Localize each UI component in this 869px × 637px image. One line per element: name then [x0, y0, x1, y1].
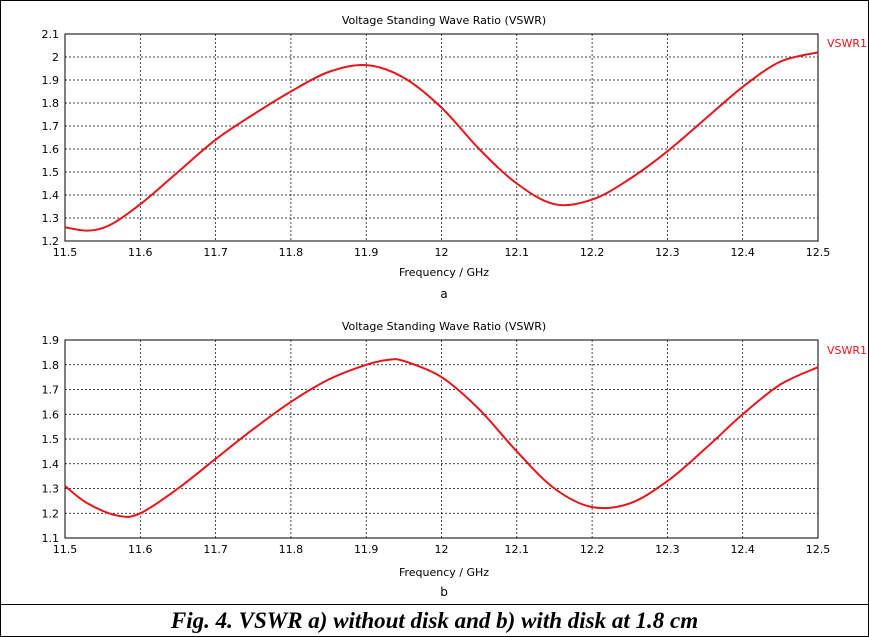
x-tick-label: 12.1: [505, 246, 530, 259]
x-axis-ticks-b: 11.5 11.6 11.7 11.8 11.9 12 12.1 12.2 12.3 12.4 12…: [53, 543, 831, 556]
x-tick-label: 11.5: [53, 543, 78, 556]
chart-title-b: Voltage Standing Wave Ratio (VSWR): [342, 320, 546, 333]
y-tick-label: 1.9: [42, 334, 60, 347]
x-tick-label: 12.5: [806, 246, 831, 259]
y-tick-label: 1.3: [42, 483, 60, 496]
x-tick-label: 11.8: [279, 246, 304, 259]
x-tick-label: 12.5: [806, 543, 831, 556]
chart-panel-a: Voltage Standing Wave Ratio (VSWR) 1.21.…: [42, 14, 868, 301]
plot-area-a: [64, 33, 819, 242]
x-tick-label: 11.5: [53, 246, 78, 259]
y-tick-label: 1.2: [42, 235, 60, 248]
figure-caption: Fig. 4. VSWR a) without disk and b) with…: [0, 604, 869, 637]
x-axis-label-a: Frequency / GHz: [399, 266, 489, 279]
legend-entry-a: VSWR1: [827, 37, 867, 50]
x-tick-label: 11.8: [279, 543, 304, 556]
x-axis-ticks-a: 11.5 11.6 11.7 11.8 11.9 12 12.1 12.2 12.3 12.4 12…: [53, 246, 831, 259]
plot-area-b: [64, 339, 819, 539]
y-tick-label: 1.4: [42, 189, 60, 202]
grid-a: [65, 34, 818, 241]
legend-entry-b: VSWR1: [827, 344, 867, 357]
x-tick-label: 11.7: [203, 246, 228, 259]
y-tick-label: 2.1: [42, 28, 60, 41]
y-tick-label: 1.5: [42, 433, 60, 446]
y-tick-label: 1.3: [42, 212, 60, 225]
panel-label-b: b: [440, 585, 448, 599]
y-tick-label: 1.7: [42, 120, 60, 133]
grid-b: [65, 340, 818, 538]
x-tick-label: 12.4: [730, 246, 755, 259]
y-axis-ticks-b: 1.1 1.2 1.3 1.4 1.5 1.6 1.7 1.8 1.9: [42, 334, 60, 545]
x-tick-label: 12.1: [505, 543, 530, 556]
y-tick-label: 1.1: [42, 532, 60, 545]
chart-panel-b: Voltage Standing Wave Ratio (VSWR) 1.11.…: [42, 320, 868, 599]
x-tick-label: 11.7: [203, 543, 228, 556]
x-tick-label: 11.6: [128, 543, 153, 556]
series-line-vswr1-a: [64, 51, 819, 232]
x-tick-label: 11.9: [354, 543, 379, 556]
y-tick-label: 1.2: [42, 507, 60, 520]
x-tick-label: 12: [435, 543, 449, 556]
x-tick-label: 11.6: [128, 246, 153, 259]
y-tick-label: 1.6: [42, 143, 60, 156]
x-tick-label: 12: [435, 246, 449, 259]
x-tick-label: 12.2: [580, 543, 605, 556]
x-tick-label: 12.3: [655, 246, 680, 259]
vswr-figure: Voltage Standing Wave Ratio (VSWR) 1.21.…: [42, 14, 868, 599]
panel-label-a: a: [440, 287, 447, 301]
x-tick-label: 12.2: [580, 246, 605, 259]
y-tick-label: 1.5: [42, 166, 60, 179]
x-axis-label-b: Frequency / GHz: [399, 566, 489, 579]
x-tick-label: 11.9: [354, 246, 379, 259]
y-tick-label: 1.6: [42, 408, 60, 421]
y-tick-label: 2: [52, 51, 59, 64]
y-tick-label: 1.9: [42, 74, 60, 87]
series-line-vswr1-b: [64, 358, 819, 518]
y-tick-label: 1.8: [42, 359, 60, 372]
y-axis-ticks-a: 1.2 1.3 1.4 1.5 1.6 1.7 1.8 1.9 2 2.1: [42, 28, 60, 248]
y-tick-label: 1.8: [42, 97, 60, 110]
y-tick-label: 1.4: [42, 458, 60, 471]
x-tick-label: 12.3: [655, 543, 680, 556]
y-tick-label: 1.7: [42, 384, 60, 397]
chart-title-a: Voltage Standing Wave Ratio (VSWR): [342, 14, 546, 27]
x-tick-label: 12.4: [730, 543, 755, 556]
